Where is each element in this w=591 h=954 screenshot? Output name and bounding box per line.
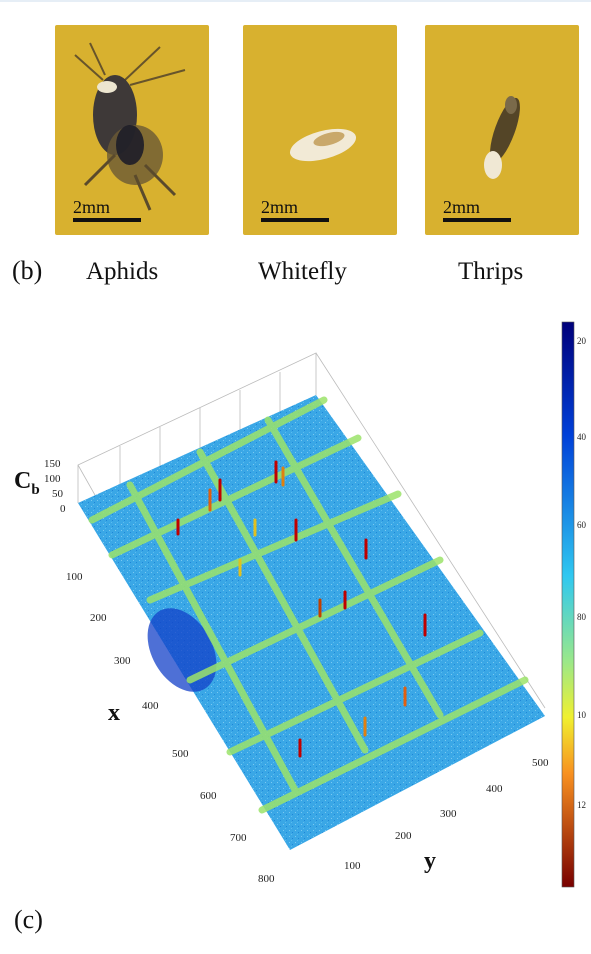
scale-line [261, 218, 329, 222]
peaks [176, 460, 427, 758]
colorbar-tick: 10 [577, 710, 586, 720]
thrips-image [484, 96, 520, 179]
panel-c-tag: (c) [14, 905, 43, 934]
x-tick: 300 [114, 655, 131, 667]
scale-label: 2mm [261, 197, 299, 217]
y-tick: 100 [344, 860, 361, 872]
top-border [0, 0, 591, 2]
whitefly-image [289, 128, 357, 162]
z-axis-label: Cb [14, 468, 40, 498]
scale-label: 2mm [73, 197, 111, 217]
x-tick: 600 [200, 790, 217, 802]
x-tick: 800 [258, 873, 275, 885]
scale-label: 2mm [443, 197, 481, 217]
z-tick: 150 [44, 458, 61, 470]
x-tick: 200 [90, 612, 107, 624]
y-axis-label: y [424, 848, 436, 874]
x-tick: 500 [172, 748, 189, 760]
scale-line [73, 218, 141, 222]
whitefly-photo: 2mm [243, 25, 397, 235]
y-tick: 200 [395, 830, 412, 842]
colorbar-tick: 20 [577, 336, 586, 346]
aphids-photo: 2mm [55, 25, 209, 235]
x-tick: 700 [230, 832, 247, 844]
colorbar-tick: 60 [577, 520, 586, 530]
insect-label-whitefly: Whitefly [258, 258, 347, 285]
colorbar [561, 321, 575, 888]
panel-b-tag: (b) [12, 256, 43, 285]
x-tick: 400 [142, 700, 159, 712]
colorbar-tick: 40 [577, 432, 586, 442]
y-tick: 400 [486, 783, 503, 795]
z-tick: 50 [52, 488, 63, 500]
colorbar-tick: 12 [577, 800, 586, 810]
colorbar-tick: 80 [577, 612, 586, 622]
z-tick: 100 [44, 473, 61, 485]
thrips-photo: 2mm [425, 25, 579, 235]
aphid-image [74, 42, 186, 211]
y-tick: 300 [440, 808, 457, 820]
z-tick: 0 [60, 503, 66, 515]
insect-label-aphids: Aphids [86, 258, 159, 285]
y-tick: 500 [532, 757, 549, 769]
scale-line [443, 218, 511, 222]
x-axis-label: x [108, 700, 120, 726]
x-tick: 100 [66, 571, 83, 583]
grid-ridges [88, 396, 529, 814]
insect-label-thrips: Thrips [458, 258, 524, 285]
